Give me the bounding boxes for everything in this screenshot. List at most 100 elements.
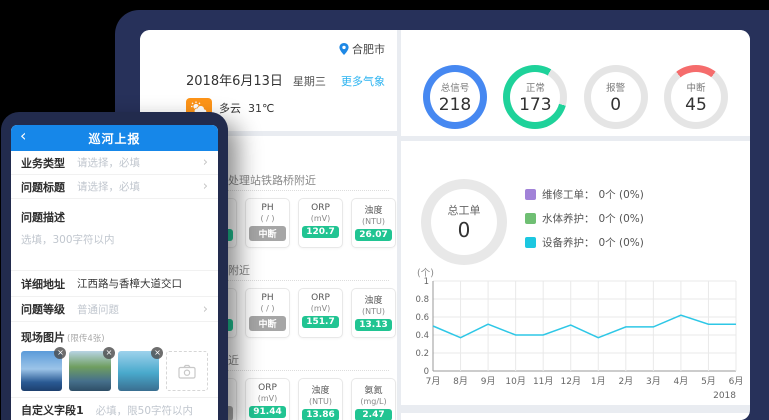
divider <box>150 190 389 191</box>
svg-text:12月: 12月 <box>561 376 581 387</box>
legend-value: 0个 (0%) <box>598 237 644 249</box>
divider <box>150 370 389 371</box>
photo-thumbnail[interactable]: × <box>117 347 164 391</box>
svg-text:1: 1 <box>424 277 429 287</box>
svg-text:0.2: 0.2 <box>415 349 429 359</box>
metric-label: PH <box>261 203 274 213</box>
workorders-legend: 维修工单： 0个 (0%) 水体养护： 0个 (0%) 设备养护： 0个 (0%… <box>525 187 644 250</box>
metric-label: ORP <box>311 293 330 303</box>
metric-value-badge: 中断 <box>249 316 286 331</box>
legend-item: 设备养护： 0个 (0%) <box>525 235 644 250</box>
svg-text:3月: 3月 <box>646 376 661 387</box>
metric-card[interactable]: 浊度 (NTU) 13.13 <box>351 288 396 338</box>
metric-value-badge: 26.07 <box>355 229 392 241</box>
field-label: 业务类型 <box>21 156 65 170</box>
legend-value: 0个 (0%) <box>598 189 644 201</box>
weather-panel: 实时气象 合肥市 2018年6月13日 星期三 更多气象 <box>140 30 397 131</box>
address-row[interactable]: 详细地址 江西路与香樟大道交口 <box>11 271 218 297</box>
svg-text:0.6: 0.6 <box>415 313 429 323</box>
weather-condition: 多云 <box>219 102 241 115</box>
business-type-row[interactable]: 业务类型 请选择，必填 › <box>11 151 218 175</box>
metric-unit: (mV) <box>310 214 331 223</box>
gauge-total-signal[interactable]: 总信号 218 <box>423 65 487 129</box>
custom-field-1-row[interactable]: 自定义字段1 必填，限50字符以内 <box>11 398 218 420</box>
svg-text:2018: 2018 <box>713 391 736 401</box>
metric-label: 浊度 <box>364 296 383 306</box>
metric-value-badge: 2.47 <box>355 409 392 420</box>
metric-unit: (NTU) <box>362 217 385 226</box>
metric-card[interactable]: 浊度 (NTU) 26.07 <box>351 198 396 248</box>
issue-title-row[interactable]: 问题标题 请选择，必填 › <box>11 175 218 199</box>
legend-item: 水体养护： 0个 (0%) <box>525 211 644 226</box>
issue-level-row[interactable]: 问题等级 普通问题 › <box>11 297 218 322</box>
phone-page-title: 巡河上报 <box>88 131 141 146</box>
legend-swatch <box>525 237 536 248</box>
photo-thumbnail[interactable]: × <box>69 347 115 391</box>
field-placeholder: 请选择，必填 <box>77 157 140 169</box>
gauge-value: 173 <box>519 94 552 115</box>
field-value: 普通问题 <box>77 303 119 316</box>
svg-text:7月: 7月 <box>426 376 441 387</box>
metric-unit: ( / ) <box>260 304 275 313</box>
svg-text:4月: 4月 <box>674 376 689 387</box>
bottom-panel-edge <box>401 413 750 420</box>
donut-value: 0 <box>457 218 471 242</box>
issue-description-field[interactable]: 问题描述 选填，300字符以内 <box>11 199 218 271</box>
add-photo-button[interactable] <box>166 351 208 391</box>
location-pin-icon <box>339 42 349 55</box>
field-label: 现场图片 <box>21 331 65 344</box>
phone-header: ‹ 巡河上报 <box>11 125 218 151</box>
metric-value-badge: 120.7 <box>302 226 339 238</box>
workorder-line-chart: 0 0.2 0.4 0.6 0.8 1 7月 8月 9月 10月 11月 12月 1月 2月 3月 4月 5月 6… <box>415 277 742 401</box>
metric-value-badge: 151.7 <box>302 316 339 328</box>
svg-text:0.8: 0.8 <box>415 295 429 305</box>
total-workorders-donut: 总工单 0 <box>421 179 507 265</box>
back-icon[interactable]: ‹ <box>20 126 27 145</box>
gauge-ring <box>423 65 487 129</box>
chart-unit-label: (个) <box>417 268 434 279</box>
gauge-alarm[interactable]: 报警 0 <box>583 65 648 129</box>
metric-label: PH <box>261 293 274 303</box>
metric-card[interactable]: ORP (mV) 151.7 <box>298 288 343 338</box>
svg-text:11月: 11月 <box>533 376 553 387</box>
workorders-title: 近一年工单情况 <box>413 154 505 168</box>
gauge-normal[interactable]: 正常 173 <box>503 65 568 129</box>
svg-text:9月: 9月 <box>481 376 496 387</box>
metric-unit: (mV) <box>257 394 278 403</box>
legend-value: 0个 (0%) <box>598 213 644 225</box>
metric-card[interactable]: ORP (mV) 91.44 <box>245 378 290 420</box>
city-selector[interactable]: 合肥市 <box>339 41 385 57</box>
metric-card[interactable]: PH ( / ) 中断 <box>245 288 290 338</box>
remove-photo-icon[interactable]: × <box>102 347 115 359</box>
metric-unit: (mV) <box>310 304 331 313</box>
metric-value-badge: 91.44 <box>249 406 286 418</box>
metric-card[interactable]: 氨氮 (mg/L) 2.47 <box>351 378 396 420</box>
svg-text:6月: 6月 <box>729 376 742 387</box>
gauge-interrupted[interactable]: 中断 45 <box>663 65 728 129</box>
metric-card[interactable]: 浊度 (NTU) 13.86 <box>298 378 343 420</box>
remove-photo-icon[interactable]: × <box>54 347 67 359</box>
metric-label: ORP <box>258 383 277 393</box>
city-label: 合肥市 <box>352 42 385 56</box>
svg-text:10月: 10月 <box>505 376 525 387</box>
more-weather-link[interactable]: 更多气象 <box>341 75 385 88</box>
legend-swatch <box>525 189 536 200</box>
donut-label: 总工单 <box>447 204 481 217</box>
field-placeholder: 请选择，必填 <box>77 181 140 193</box>
legend-swatch <box>525 213 536 224</box>
photos-limit-hint: (限传4张) <box>67 334 105 344</box>
svg-text:1月: 1月 <box>591 376 606 387</box>
workorders-panel: 近一年工单情况 总工单 0 维修工单： 0个 (0%) 水体养护： 0个 (0%… <box>401 141 750 405</box>
metric-unit: (NTU) <box>309 397 332 406</box>
metric-label: 浊度 <box>364 206 383 216</box>
photo-thumbnail[interactable]: × <box>21 347 67 391</box>
metric-label: ORP <box>311 203 330 213</box>
metric-unit: (NTU) <box>362 307 385 316</box>
dashboard-card: 实时气象 合肥市 2018年6月13日 星期三 更多气象 <box>140 30 750 420</box>
remove-photo-icon[interactable]: × <box>151 347 164 359</box>
chevron-right-icon: › <box>202 301 208 317</box>
metric-card[interactable]: PH ( / ) 中断 <box>245 198 290 248</box>
metric-card[interactable]: ORP (mV) 120.7 <box>298 198 343 248</box>
svg-text:5月: 5月 <box>701 376 716 387</box>
metric-value-badge: 13.86 <box>302 409 339 420</box>
